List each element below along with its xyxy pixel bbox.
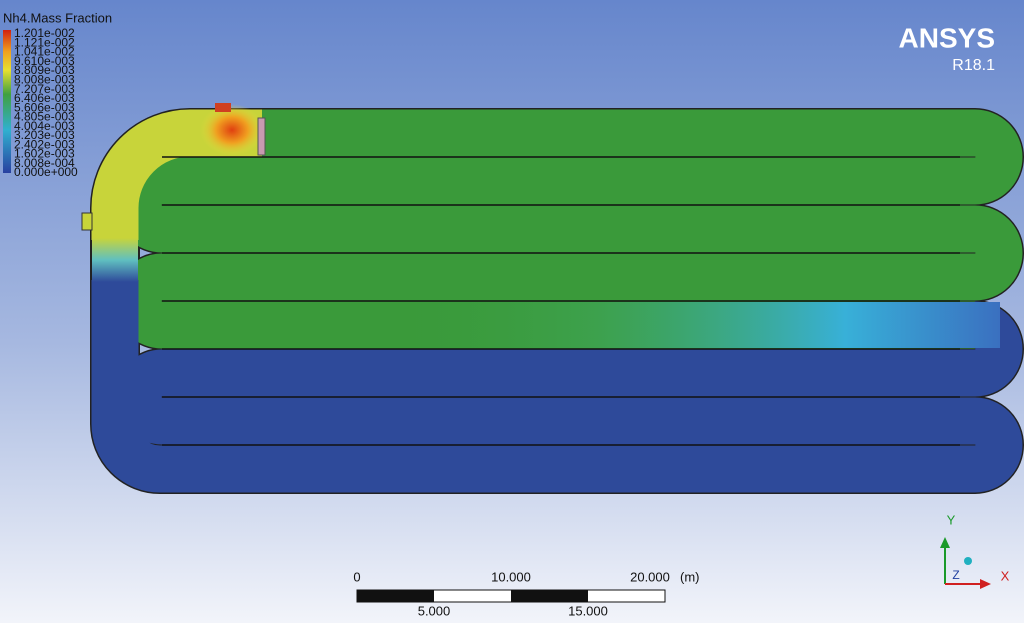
x-axis-label: X [1001, 568, 1010, 583]
legend-label: 0.000e+000 [14, 165, 78, 179]
legend-label: 1.121e-002 [14, 35, 75, 49]
legend-label: 8.008e-003 [14, 73, 75, 87]
pipe-transition [92, 238, 138, 282]
color-bar [3, 30, 11, 173]
legend-label: 4.004e-003 [14, 119, 75, 133]
legend-label: 3.203e-003 [14, 128, 75, 142]
z-axis-label: Z [952, 568, 959, 582]
brand: ANSYS [899, 22, 995, 53]
scale-label: 0 [353, 569, 360, 584]
y-arrow-head [940, 537, 950, 548]
scale-label: 5.000 [418, 603, 451, 618]
legend-label: 7.207e-003 [14, 82, 75, 96]
legend-label: 9.610e-003 [14, 54, 75, 68]
pipe-blue [91, 280, 1023, 493]
legend-label: 4.805e-003 [14, 110, 75, 124]
baffle [257, 117, 266, 156]
legend-title: Nh4.Mass Fraction [3, 10, 112, 25]
pipe-green [114, 109, 1023, 349]
scale-unit: (m) [680, 569, 700, 584]
y-axis-label: Y [947, 512, 956, 527]
z-dot [964, 557, 972, 565]
scale-segment [511, 590, 588, 602]
legend-label: 8.809e-003 [14, 63, 75, 77]
row-gradient [380, 302, 1000, 348]
outlet [81, 212, 93, 231]
version: R18.1 [952, 57, 995, 74]
scale-label: 10.000 [491, 569, 531, 584]
pipe-elbow [91, 109, 262, 240]
legend-label: 6.406e-003 [14, 91, 75, 105]
scale-label: 20.000 [630, 569, 670, 584]
legend-label: 1.041e-002 [14, 45, 75, 59]
walls [162, 156, 960, 446]
scale-segment [357, 590, 434, 602]
legend-label: 2.402e-003 [14, 137, 75, 151]
hot-spot [200, 104, 264, 156]
legend-label: 1.602e-003 [14, 147, 75, 161]
legend-label: 1.201e-002 [14, 26, 75, 40]
inlet [215, 103, 231, 112]
scale-label: 15.000 [568, 603, 608, 618]
legend-label: 8.008e-004 [14, 156, 75, 170]
x-arrow-head [980, 579, 991, 589]
legend-label: 5.606e-003 [14, 100, 75, 114]
